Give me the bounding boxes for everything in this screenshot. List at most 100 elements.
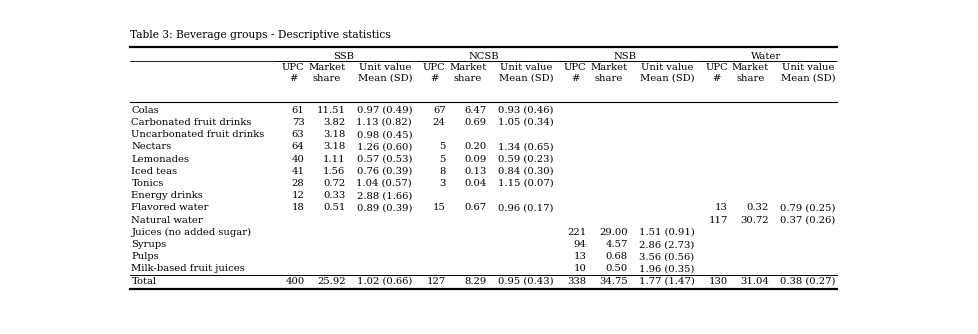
Text: 5: 5 xyxy=(439,155,445,164)
Text: 400: 400 xyxy=(285,277,304,286)
Text: 3: 3 xyxy=(439,179,445,188)
Text: UPC
#: UPC # xyxy=(704,63,727,82)
Text: 221: 221 xyxy=(567,228,586,237)
Text: 41: 41 xyxy=(291,167,304,176)
Text: 30.72: 30.72 xyxy=(739,216,768,224)
Text: 1.77 (1.47): 1.77 (1.47) xyxy=(638,277,693,286)
Text: 4.57: 4.57 xyxy=(604,240,627,249)
Text: 3.18: 3.18 xyxy=(323,142,345,151)
Text: Juices (no added sugar): Juices (no added sugar) xyxy=(131,228,251,237)
Text: 127: 127 xyxy=(425,277,445,286)
Text: 1.34 (0.65): 1.34 (0.65) xyxy=(497,142,553,151)
Text: 0.59 (0.23): 0.59 (0.23) xyxy=(498,155,553,164)
Text: UPC
#: UPC # xyxy=(422,63,445,82)
Text: SSB: SSB xyxy=(333,52,353,61)
Text: UPC
#: UPC # xyxy=(563,63,586,82)
Text: 5: 5 xyxy=(439,142,445,151)
Text: 0.96 (0.17): 0.96 (0.17) xyxy=(498,203,553,212)
Text: Carbonated fruit drinks: Carbonated fruit drinks xyxy=(131,118,251,127)
Text: Total: Total xyxy=(131,277,156,286)
Text: 1.15 (0.07): 1.15 (0.07) xyxy=(497,179,553,188)
Text: 18: 18 xyxy=(291,203,304,212)
Text: Lemonades: Lemonades xyxy=(131,155,190,164)
Text: 31.04: 31.04 xyxy=(739,277,768,286)
Text: 6.47: 6.47 xyxy=(464,106,486,115)
Text: 0.68: 0.68 xyxy=(605,252,627,261)
Text: Unit value
Mean (SD): Unit value Mean (SD) xyxy=(498,63,553,82)
Text: 61: 61 xyxy=(291,106,304,115)
Text: 117: 117 xyxy=(708,216,727,224)
Text: 29.00: 29.00 xyxy=(599,228,627,237)
Text: 13: 13 xyxy=(714,203,727,212)
Text: 0.37 (0.26): 0.37 (0.26) xyxy=(779,216,835,224)
Text: 1.05 (0.34): 1.05 (0.34) xyxy=(497,118,553,127)
Text: Unit value
Mean (SD): Unit value Mean (SD) xyxy=(640,63,693,82)
Text: 0.76 (0.39): 0.76 (0.39) xyxy=(356,167,412,176)
Text: 11.51: 11.51 xyxy=(316,106,345,115)
Text: 0.13: 0.13 xyxy=(464,167,486,176)
Text: 8: 8 xyxy=(439,167,445,176)
Text: Unit value
Mean (SD): Unit value Mean (SD) xyxy=(357,63,412,82)
Text: Market
share: Market share xyxy=(731,63,768,82)
Text: Natural water: Natural water xyxy=(131,216,203,224)
Text: 0.57 (0.53): 0.57 (0.53) xyxy=(356,155,412,164)
Text: 2.86 (2.73): 2.86 (2.73) xyxy=(639,240,693,249)
Text: Market
share: Market share xyxy=(308,63,345,82)
Text: 8.29: 8.29 xyxy=(464,277,486,286)
Text: 0.38 (0.27): 0.38 (0.27) xyxy=(779,277,835,286)
Text: 24: 24 xyxy=(432,118,445,127)
Text: 0.50: 0.50 xyxy=(604,265,627,274)
Text: 12: 12 xyxy=(291,191,304,200)
Text: Milk-based fruit juices: Milk-based fruit juices xyxy=(131,265,244,274)
Text: Table 3: Beverage groups - Descriptive statistics: Table 3: Beverage groups - Descriptive s… xyxy=(130,30,390,40)
Text: UPC
#: UPC # xyxy=(282,63,304,82)
Text: 1.04 (0.57): 1.04 (0.57) xyxy=(356,179,412,188)
Text: NCSB: NCSB xyxy=(468,52,499,61)
Text: Iced teas: Iced teas xyxy=(131,167,177,176)
Text: 1.96 (0.35): 1.96 (0.35) xyxy=(639,265,693,274)
Text: 67: 67 xyxy=(432,106,445,115)
Text: 28: 28 xyxy=(291,179,304,188)
Text: NSB: NSB xyxy=(613,52,637,61)
Text: Water: Water xyxy=(751,52,780,61)
Text: 1.02 (0.66): 1.02 (0.66) xyxy=(356,277,412,286)
Text: 0.04: 0.04 xyxy=(464,179,486,188)
Text: 34.75: 34.75 xyxy=(599,277,627,286)
Text: 15: 15 xyxy=(432,203,445,212)
Text: Market
share: Market share xyxy=(449,63,486,82)
Text: 0.93 (0.46): 0.93 (0.46) xyxy=(498,106,553,115)
Text: 1.26 (0.60): 1.26 (0.60) xyxy=(356,142,412,151)
Text: Colas: Colas xyxy=(131,106,159,115)
Text: 2.88 (1.66): 2.88 (1.66) xyxy=(356,191,412,200)
Text: 0.32: 0.32 xyxy=(746,203,768,212)
Text: 40: 40 xyxy=(291,155,304,164)
Text: 94: 94 xyxy=(573,240,586,249)
Text: Pulps: Pulps xyxy=(131,252,159,261)
Text: 10: 10 xyxy=(573,265,586,274)
Text: 0.97 (0.49): 0.97 (0.49) xyxy=(356,106,412,115)
Text: 63: 63 xyxy=(291,130,304,139)
Text: 73: 73 xyxy=(291,118,304,127)
Text: 1.51 (0.91): 1.51 (0.91) xyxy=(638,228,693,237)
Text: Market
share: Market share xyxy=(590,63,627,82)
Text: Uncarbonated fruit drinks: Uncarbonated fruit drinks xyxy=(131,130,264,139)
Text: Unit value
Mean (SD): Unit value Mean (SD) xyxy=(780,63,835,82)
Text: Energy drinks: Energy drinks xyxy=(131,191,203,200)
Text: 0.79 (0.25): 0.79 (0.25) xyxy=(779,203,835,212)
Text: 0.89 (0.39): 0.89 (0.39) xyxy=(356,203,412,212)
Text: Tonics: Tonics xyxy=(131,179,163,188)
Text: Syrups: Syrups xyxy=(131,240,166,249)
Text: Flavored water: Flavored water xyxy=(131,203,208,212)
Text: 3.82: 3.82 xyxy=(323,118,345,127)
Text: 338: 338 xyxy=(567,277,586,286)
Text: 0.84 (0.30): 0.84 (0.30) xyxy=(497,167,553,176)
Text: 0.09: 0.09 xyxy=(464,155,486,164)
Text: 0.95 (0.43): 0.95 (0.43) xyxy=(497,277,553,286)
Text: 25.92: 25.92 xyxy=(317,277,345,286)
Text: 0.20: 0.20 xyxy=(464,142,486,151)
Text: 0.98 (0.45): 0.98 (0.45) xyxy=(356,130,412,139)
Text: 13: 13 xyxy=(573,252,586,261)
Text: 0.33: 0.33 xyxy=(323,191,345,200)
Text: 1.11: 1.11 xyxy=(323,155,345,164)
Text: 1.56: 1.56 xyxy=(323,167,345,176)
